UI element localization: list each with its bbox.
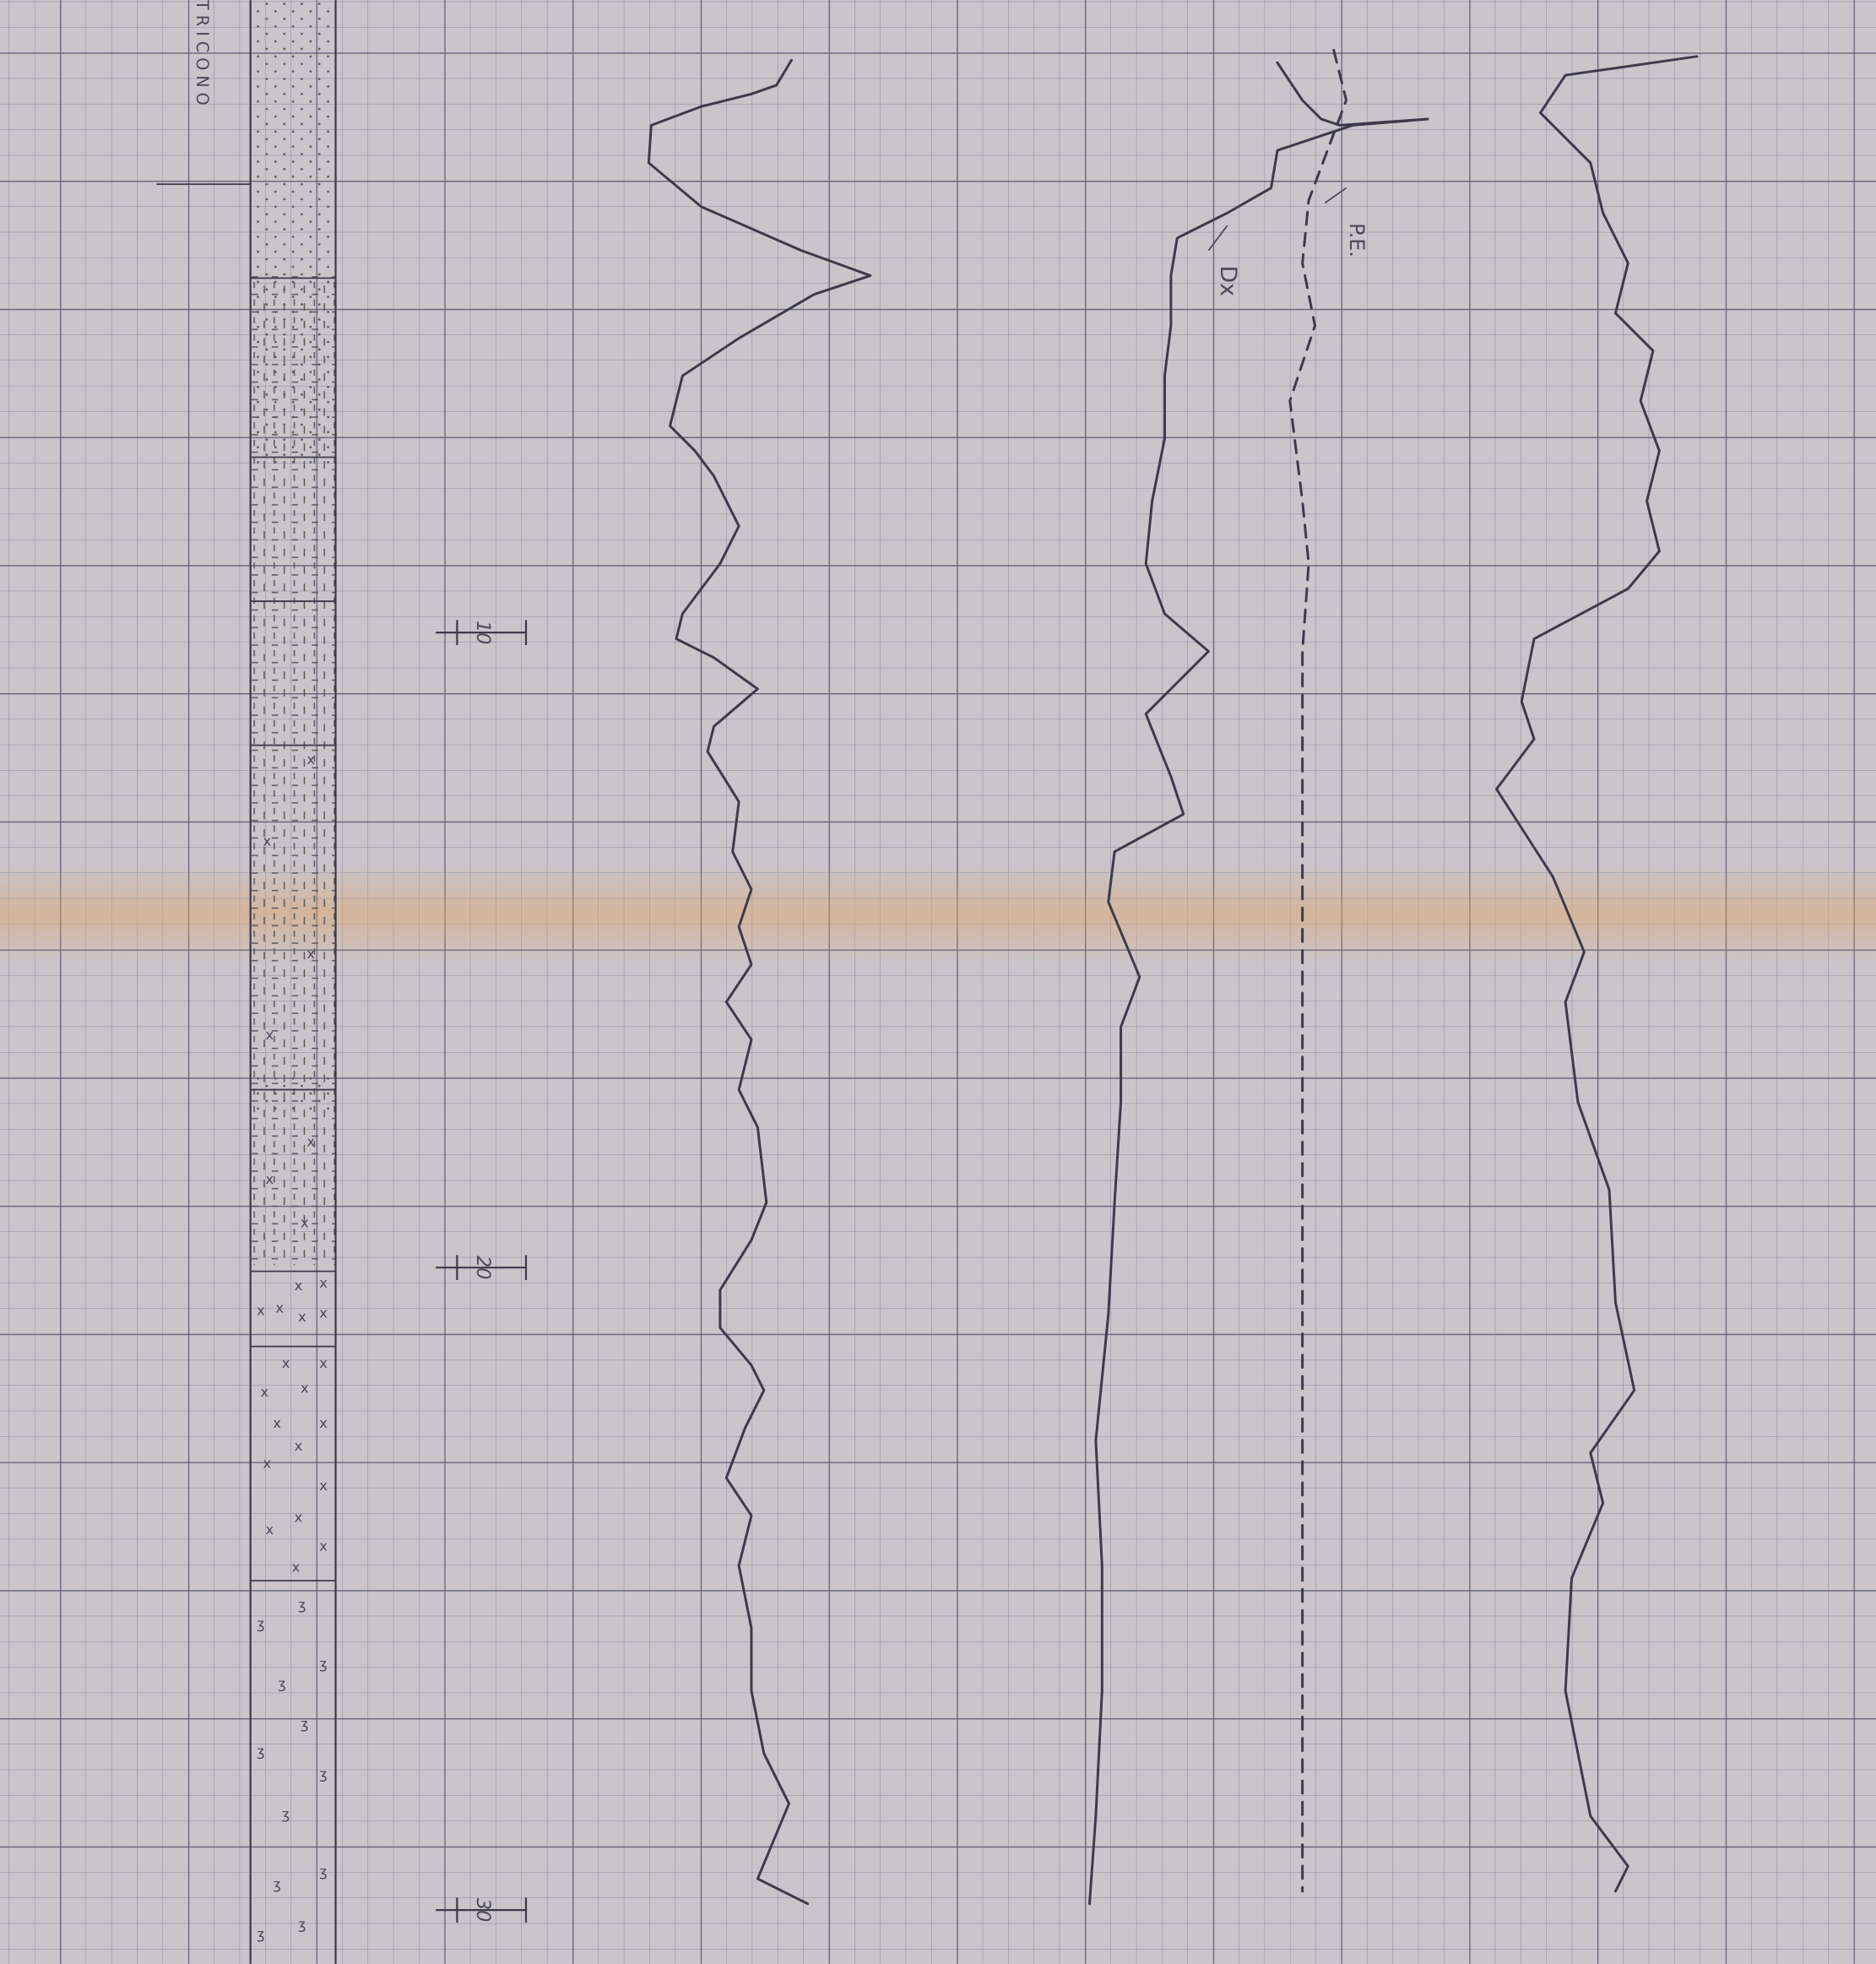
log-curve-right	[1495, 55, 1699, 1893]
curve-label: Dx	[1215, 266, 1241, 296]
svg-text:ʒ: ʒ	[319, 1766, 327, 1782]
svg-text:x: x	[301, 1215, 309, 1231]
svg-text:x: x	[306, 751, 315, 768]
lithology-column: xxx xxx xx x xxx xx x x xx xxx xxx xx ʒʒʒ ʒ…	[156, 0, 337, 1964]
svg-text:x: x	[295, 1278, 303, 1294]
svg-text:x: x	[319, 1275, 328, 1291]
svg-text:ʒ: ʒ	[282, 1806, 290, 1822]
svg-text:ʒ: ʒ	[298, 1597, 306, 1613]
svg-text:x: x	[275, 1300, 284, 1316]
svg-text:ʒ: ʒ	[298, 1916, 306, 1932]
depth-label: 30	[472, 1898, 494, 1922]
svg-text:x: x	[319, 1415, 328, 1431]
svg-text:ʒ: ʒ	[319, 1656, 327, 1672]
svg-text:x: x	[298, 1309, 306, 1325]
svg-text:x: x	[292, 1560, 301, 1576]
svg-text:x: x	[319, 1538, 328, 1554]
svg-text:x: x	[265, 1171, 274, 1187]
depth-label: 10	[472, 621, 494, 644]
svg-text:ʒ: ʒ	[257, 1744, 264, 1760]
svg-text:x: x	[282, 1355, 290, 1371]
curve-label: P.E.	[1345, 223, 1369, 258]
svg-text:x: x	[257, 1303, 265, 1319]
svg-text:x: x	[265, 1027, 274, 1043]
log-curve	[647, 58, 872, 1906]
svg-text:x: x	[261, 1384, 269, 1400]
svg-text:x: x	[295, 1509, 303, 1525]
svg-text:x: x	[301, 1381, 309, 1397]
svg-text:x: x	[263, 1456, 271, 1472]
svg-text:x: x	[273, 1415, 281, 1431]
svg-text:x: x	[295, 1438, 303, 1454]
svg-text:ʒ: ʒ	[273, 1876, 280, 1892]
svg-text:x: x	[319, 1355, 328, 1371]
dx-curve	[1087, 61, 1429, 1906]
svg-text:x: x	[319, 1478, 328, 1494]
svg-text:x: x	[265, 1522, 274, 1538]
svg-text:x: x	[306, 1133, 315, 1149]
label-pointer	[1207, 187, 1347, 252]
svg-text:ʒ: ʒ	[257, 1926, 264, 1942]
svg-text:ʒ: ʒ	[257, 1615, 264, 1631]
depth-label: 20	[472, 1256, 494, 1279]
pe-curve	[1288, 48, 1348, 1893]
svg-text:ʒ: ʒ	[278, 1676, 285, 1692]
depth-scale	[436, 620, 528, 1923]
svg-text:x: x	[263, 833, 271, 849]
svg-text:ʒ: ʒ	[319, 1864, 327, 1880]
svg-text:x: x	[319, 1305, 328, 1321]
bit-label: TRICONO	[192, 0, 212, 111]
svg-text:x: x	[306, 946, 315, 962]
svg-text:ʒ: ʒ	[301, 1716, 308, 1732]
